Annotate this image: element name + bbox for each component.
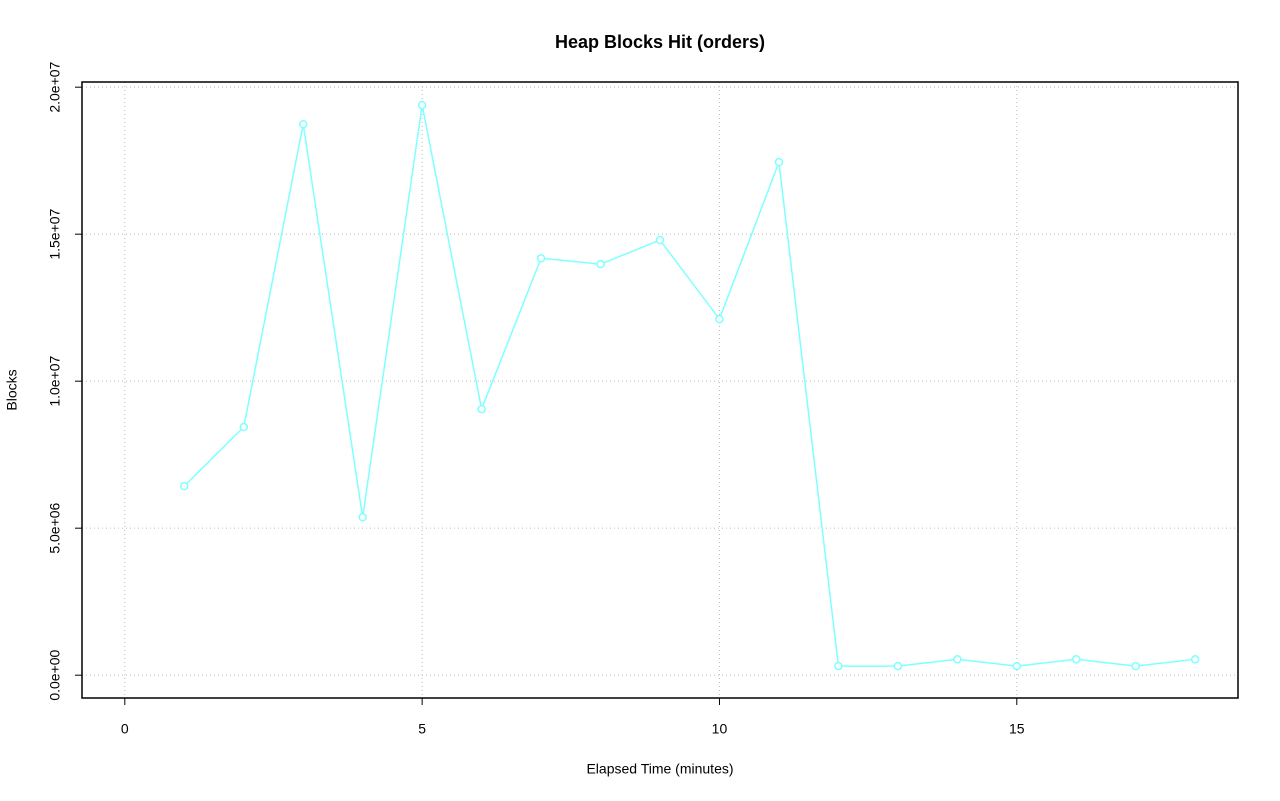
x-tick-label: 15	[1009, 721, 1025, 737]
point	[893, 661, 903, 671]
y-tick-label: 5.0e+06	[47, 502, 63, 553]
x-tick-label: 5	[418, 721, 426, 737]
x-tick-label: 0	[121, 721, 129, 737]
point	[596, 259, 605, 269]
x-tick-label: 10	[712, 721, 728, 737]
point	[477, 404, 486, 414]
point	[655, 235, 665, 245]
point	[536, 254, 546, 263]
y-tick-label: 1.0e+07	[47, 355, 63, 406]
point	[953, 655, 962, 664]
point	[774, 157, 784, 167]
plot-frame	[81, 81, 1239, 699]
point	[1072, 655, 1081, 664]
y-tick-label: 1.5e+07	[47, 208, 63, 259]
point	[834, 661, 843, 671]
point	[1012, 661, 1022, 671]
point	[715, 314, 724, 324]
point	[358, 513, 367, 522]
point	[298, 119, 308, 129]
point	[180, 481, 189, 491]
point	[417, 100, 427, 110]
y-axis-title: Blocks	[4, 369, 20, 410]
x-axis-title: Elapsed Time (minutes)	[586, 761, 733, 777]
series-line	[183, 104, 1196, 667]
point	[239, 422, 248, 432]
point	[1190, 655, 1200, 664]
point	[1131, 661, 1140, 671]
chart-title: Heap Blocks Hit (orders)	[555, 32, 765, 52]
y-tick-label: 0.0e+00	[47, 649, 63, 700]
y-tick-label: 2.0e+07	[47, 61, 63, 112]
